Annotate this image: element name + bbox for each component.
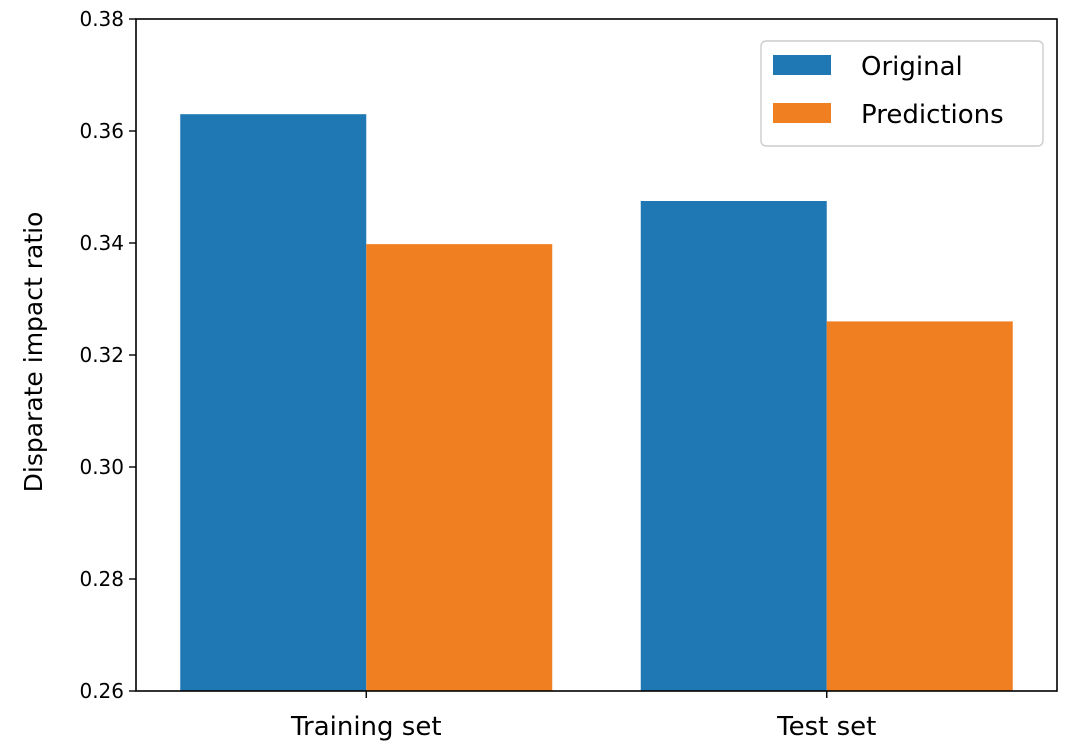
y-tick-label: 0.32 <box>79 343 124 367</box>
y-tick-label: 0.36 <box>79 119 124 143</box>
bar-predictions-0 <box>366 244 553 691</box>
legend-label-predictions: Predictions <box>861 100 1004 130</box>
x-tick-label: Test set <box>776 712 876 742</box>
y-axis: 0.26 0.28 0.30 0.32 0.34 0.36 0.38 <box>79 7 136 703</box>
legend-label-original: Original <box>861 52 963 82</box>
bars-group <box>180 114 1013 691</box>
y-axis-title: Disparate impact ratio <box>19 212 48 493</box>
bar-predictions-1 <box>826 321 1013 691</box>
legend-box <box>760 40 1044 147</box>
bar-original-1 <box>640 201 827 691</box>
legend: Original Predictions <box>760 40 1044 147</box>
x-tick-label: Training set <box>290 712 442 742</box>
y-tick-label: 0.26 <box>79 679 124 703</box>
y-tick-label: 0.30 <box>79 455 124 479</box>
bar-original-0 <box>180 114 367 691</box>
legend-swatch-predictions <box>773 103 831 123</box>
x-axis: Training set Test set <box>290 691 876 742</box>
legend-swatch-original <box>773 55 831 75</box>
plot-frame <box>135 18 1058 692</box>
y-tick-label: 0.38 <box>79 7 124 31</box>
y-tick-label: 0.34 <box>79 231 124 255</box>
y-tick-label: 0.28 <box>79 567 124 591</box>
